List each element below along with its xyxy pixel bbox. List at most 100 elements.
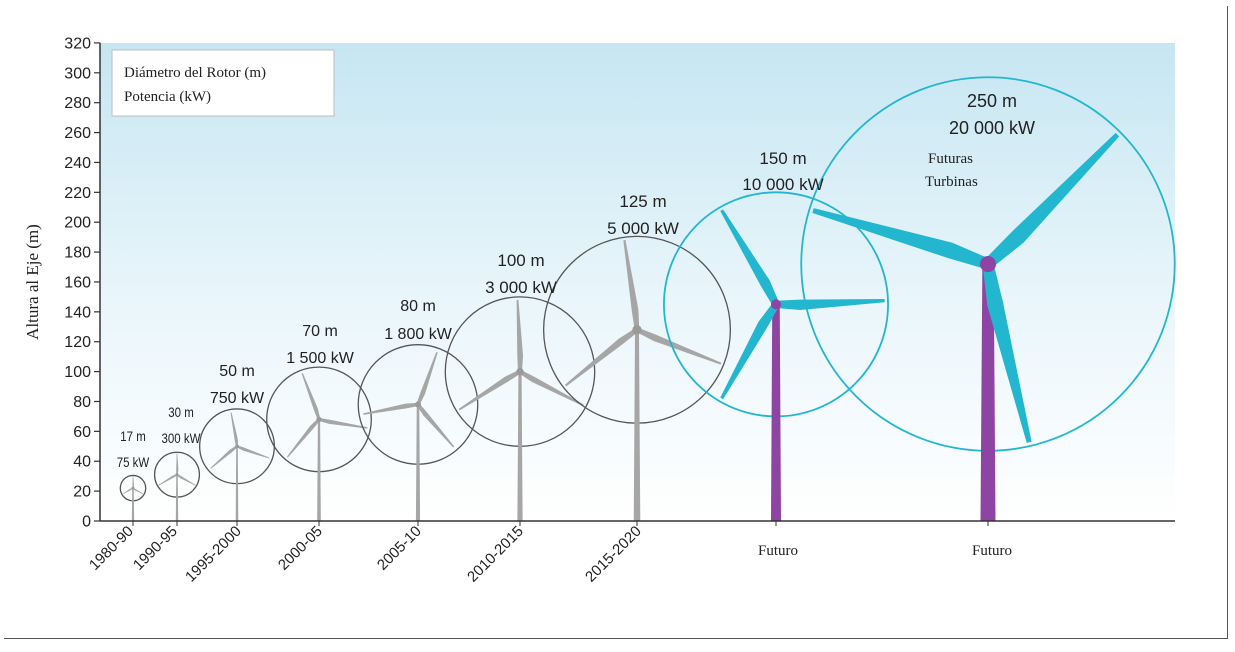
tower <box>980 264 996 521</box>
hub <box>632 325 642 335</box>
tower <box>415 404 421 521</box>
y-tick-label: 280 <box>64 95 91 112</box>
legend-power: Potencia (kW) <box>124 89 211 105</box>
blade <box>775 298 885 311</box>
power-label: 300 kW <box>162 430 202 446</box>
diameter-label: 100 m <box>497 251 544 270</box>
blade <box>458 369 522 411</box>
x-tick-label: 2005-10 <box>374 523 425 574</box>
blade <box>416 403 455 448</box>
annotation-line-2: Turbinas <box>925 174 978 190</box>
turbine-2010-2015 <box>444 296 596 521</box>
y-tick-label: 140 <box>64 304 91 321</box>
turbine-2015-2020 <box>542 235 732 521</box>
legend: Diámetro del Rotor (m) Potencia (kW) <box>111 49 335 117</box>
y-tick-label: 300 <box>64 65 91 82</box>
blade <box>236 445 270 459</box>
y-tick-label: 180 <box>64 245 91 262</box>
hub <box>235 444 239 449</box>
blade <box>363 402 419 415</box>
hub <box>175 473 179 477</box>
tower <box>235 446 239 521</box>
hub <box>131 486 135 490</box>
chart-frame <box>4 6 1228 639</box>
turbine-2000-05 <box>266 366 372 521</box>
x-tick-label: Futuro <box>972 543 1012 559</box>
x-tick-label: 2000-05 <box>275 523 326 574</box>
blade <box>286 418 321 458</box>
blade <box>132 487 144 495</box>
blade <box>210 445 238 469</box>
power-label: 20 000 kW <box>949 118 1035 138</box>
blade <box>564 327 639 387</box>
hub <box>415 401 421 408</box>
diameter-label: 70 m <box>302 323 338 340</box>
blade <box>132 476 134 489</box>
blade <box>122 487 134 495</box>
turbine-2005-10 <box>357 344 479 521</box>
blade <box>984 132 1120 268</box>
y-tick-label: 200 <box>64 215 91 232</box>
hub <box>980 256 996 273</box>
turbine-1980-90 <box>119 474 147 521</box>
power-label: 75 kW <box>117 454 150 470</box>
blade <box>301 372 321 420</box>
blade <box>636 327 722 365</box>
power-label: 10 000 kW <box>742 175 823 194</box>
x-tick-label: 1995-2000 <box>182 523 245 586</box>
value-labels: 17 m 75 kW 30 m 300 kW 50 m 750 kW 70 m 1 500 k… <box>117 91 1035 470</box>
power-label: 750 kW <box>210 390 265 407</box>
hub <box>516 367 524 376</box>
hub <box>771 299 781 310</box>
legend-rotor-diameter: Diámetro del Rotor (m) <box>124 65 266 81</box>
turbines-layer <box>119 76 1176 521</box>
diameter-label: 80 m <box>400 298 436 315</box>
y-tick-label: 260 <box>64 125 91 142</box>
blade <box>720 209 780 307</box>
diameter-label: 250 m <box>967 91 1017 111</box>
blade <box>720 302 780 400</box>
turbine-Futuro <box>663 191 889 521</box>
diameter-label: 50 m <box>219 363 255 380</box>
tower <box>633 329 641 521</box>
tower <box>517 371 523 521</box>
x-tick-label: 2010-2015 <box>464 523 527 586</box>
tower <box>317 419 321 521</box>
turbine-1990-95 <box>153 451 201 521</box>
y-tick-label: 80 <box>73 394 91 411</box>
blade <box>318 417 368 429</box>
y-axis: 0 20 40 60 80 100 120 140 160 180 200 220 240 260 280 3… <box>64 35 1175 531</box>
power-label: 5 000 kW <box>607 219 679 238</box>
blade <box>519 369 584 407</box>
blade <box>516 299 524 372</box>
blade <box>158 474 178 486</box>
y-tick-label: 160 <box>64 274 91 291</box>
blade <box>230 412 239 447</box>
diameter-label: 30 m <box>168 404 194 420</box>
blade <box>982 262 1032 443</box>
hub <box>316 416 322 423</box>
y-tick-label: 40 <box>73 454 91 471</box>
blade <box>812 208 990 270</box>
power-label: 1 500 kW <box>286 350 354 367</box>
y-tick-label: 0 <box>82 514 91 531</box>
y-tick-label: 20 <box>73 484 91 501</box>
diameter-label: 125 m <box>619 192 666 211</box>
x-tick-label: Futuro <box>758 543 798 559</box>
legend-box <box>111 49 335 117</box>
y-tick-label: 320 <box>64 35 91 52</box>
blade <box>416 351 438 406</box>
power-label: 1 800 kW <box>384 326 452 343</box>
annotation-line-1: Futuras <box>928 151 973 167</box>
y-tick-label: 220 <box>64 185 91 202</box>
blade <box>623 239 640 331</box>
x-tick-label: 2015-2020 <box>582 523 645 586</box>
y-tick-label: 240 <box>64 155 91 172</box>
tower <box>175 474 179 521</box>
x-tick-label: 1980-90 <box>86 523 137 574</box>
diameter-label: 150 m <box>759 149 806 168</box>
y-tick-label: 100 <box>64 364 91 381</box>
blade <box>176 474 196 486</box>
